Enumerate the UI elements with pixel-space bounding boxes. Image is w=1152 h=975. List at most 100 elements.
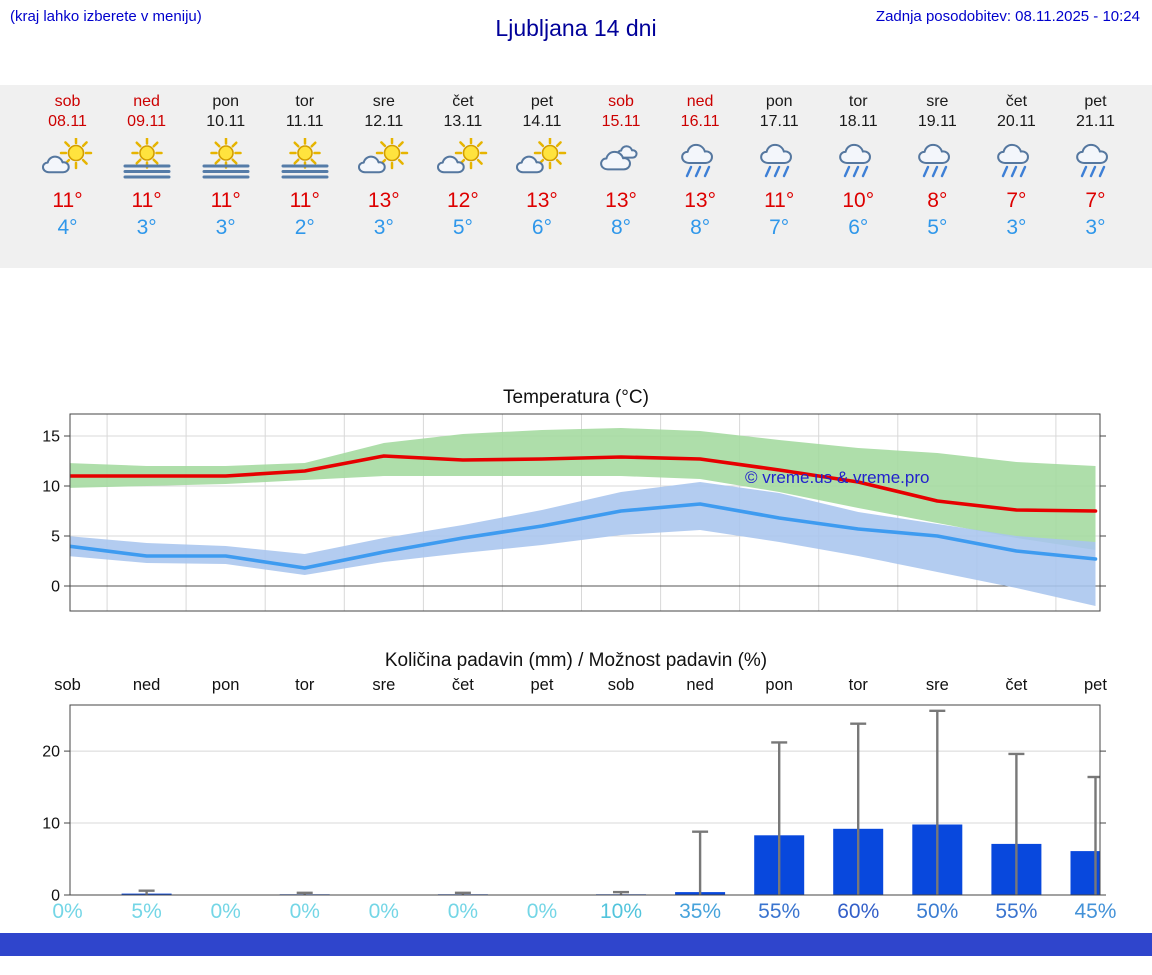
precip-probability: 35% [679,900,722,923]
high-temp: 12° [447,189,479,212]
precip-day-label: sob [607,676,635,694]
low-temp: 6° [531,216,552,239]
low-temp: 5° [927,216,948,239]
bottom-bar [0,933,1152,956]
precip-day-label: pon [765,676,793,694]
high-temp: 11° [764,189,795,212]
day-date: 10.11 [206,113,246,130]
forecast-day-6[interactable]: čet 13.11 12° 5° [423,92,502,268]
low-temp: 8° [690,216,711,239]
day-date: 17.11 [759,113,799,130]
high-temp: 13° [684,189,716,212]
precip-day-label: tor [295,676,315,694]
day-name: ned [686,93,714,110]
day-date: 14.11 [522,113,562,130]
precip-day-label: sob [54,676,81,694]
day-name: tor [848,93,868,110]
partly-cloudy-icon [36,136,100,184]
high-temp: 11° [131,189,162,212]
high-temp: 11° [52,189,83,212]
temperature-chart-title: Temperatura (°C) [503,387,649,408]
svg-text:0: 0 [51,579,60,596]
day-date: 20.11 [996,113,1036,130]
day-name: tor [295,93,315,110]
precip-day-labels: sob ned pon tor sre čet pet sob ned pon tor sre čet p… [0,676,1152,695]
svg-text:10: 10 [42,816,60,833]
day-name: pon [212,93,240,110]
forecast-day-7[interactable]: pet 14.11 13° 6° [502,92,581,268]
low-temp: 3° [1085,216,1106,239]
svg-text:5: 5 [51,529,60,546]
high-temp: 10° [842,189,875,212]
svg-text:20: 20 [42,744,60,761]
high-temp: 13° [526,189,558,212]
day-date: 09.11 [127,113,167,130]
day-name: čet [1005,93,1028,110]
sun-fog-icon [273,137,337,184]
high-temp: 7° [1006,189,1027,212]
last-update: Zadnja posodobitev: 08.11.2025 - 10:24 [875,8,1140,25]
low-temp: 4° [57,216,78,239]
precip-probabilities: 0% 5% 0% 0% 0% 0% 0% 10% 35% 55% 60% 50% 55% 45% [0,900,1152,924]
day-name: ned [133,93,160,110]
rain-icon [905,138,969,184]
forecast-day-8[interactable]: sob 15.11 13° 8° [581,92,660,268]
cloudy-icon [589,138,653,184]
rain-icon [1063,138,1127,184]
partly-cloudy-icon [431,136,495,184]
precip-probability: 45% [1074,900,1117,923]
svg-text:15: 15 [42,429,60,446]
day-strip: sob 08.11 11° 4° ned 09.11 11° 3° pon 10.11 11° 3° t… [0,85,1152,268]
precip-probability: 10% [600,900,643,923]
forecast-day-2[interactable]: ned 09.11 11° 3° [107,92,186,268]
precip-probability: 0% [447,900,479,923]
forecast-day-12[interactable]: sre 19.11 8° 5° [898,92,977,268]
high-temp: 11° [289,189,320,212]
forecast-day-11[interactable]: tor 18.11 10° 6° [819,92,898,268]
forecast-day-14[interactable]: pet 21.11 7° 3° [1056,92,1135,268]
precip-day-label: pet [530,676,554,694]
rain-icon [984,138,1048,184]
day-name: sob [608,93,634,110]
day-name: pet [530,93,554,110]
partly-cloudy-icon [352,136,416,184]
low-temp: 3° [136,216,157,239]
forecast-day-13[interactable]: čet 20.11 7° 3° [977,92,1056,268]
forecast-day-3[interactable]: pon 10.11 11° 3° [186,92,265,268]
day-date: 15.11 [601,113,641,130]
precip-day-label: čet [451,676,474,694]
sun-fog-icon [194,137,258,184]
high-temp: 7° [1085,189,1106,212]
forecast-day-4[interactable]: tor 11.11 11° 2° [265,92,344,268]
low-temp: 3° [215,216,236,239]
precip-day-label: ned [686,676,714,694]
high-temp: 13° [605,189,637,212]
precip-probability: 60% [837,900,880,923]
forecast-day-5[interactable]: sre 12.11 13° 3° [344,92,423,268]
precip-probability: 0% [368,900,399,923]
precip-probability: 0% [289,900,320,923]
low-temp: 2° [294,216,315,239]
low-temp: 5° [452,216,473,239]
precip-day-label: sre [925,676,949,694]
low-temp: 8° [610,216,632,239]
precip-day-label: čet [1005,676,1028,694]
sun-fog-icon [115,137,179,184]
precip-probability: 55% [995,900,1038,923]
svg-text:10: 10 [42,479,60,496]
day-name: sre [372,93,395,110]
precipitation-chart: 0 10 20 [0,703,1152,908]
menu-note: (kraj lahko izberete v meniju) [10,8,202,25]
day-date: 12.11 [364,113,404,130]
forecast-day-1[interactable]: sob 08.11 11° 4° [28,92,107,268]
forecast-day-10[interactable]: pon 17.11 11° 7° [740,92,819,268]
low-temp: 7° [769,216,790,239]
day-date: 18.11 [838,113,878,130]
day-date: 19.11 [917,113,957,130]
low-temp: 3° [373,216,394,239]
day-date: 11.11 [285,113,324,130]
precip-probability: 5% [131,900,162,923]
precipitation-chart-title: Količina padavin (mm) / Možnost padavin … [384,650,768,671]
forecast-day-9[interactable]: ned 16.11 13° 8° [661,92,740,268]
